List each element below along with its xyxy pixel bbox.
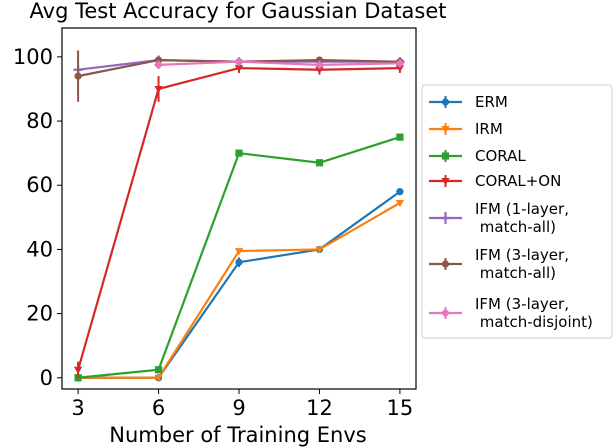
series-line (78, 190, 401, 379)
series-coral-on (73, 63, 405, 378)
y-axis: 0 20 40 60 80 100 (13, 45, 62, 390)
data-point (234, 65, 244, 73)
legend-marker (441, 178, 450, 186)
legend-label: ERM (475, 93, 508, 111)
data-point (154, 86, 163, 94)
y-tick-label: 100 (13, 45, 53, 69)
data-point (315, 246, 324, 254)
legend-label: CORAL+ON (475, 172, 561, 190)
legend-label: IFM (1-layer, match-all) (475, 200, 569, 236)
series-line (77, 67, 400, 371)
legend-item: CORAL (429, 147, 526, 165)
data-point (396, 188, 404, 196)
y-tick-label: 60 (26, 173, 53, 197)
data-point (234, 248, 244, 256)
legend-label: IFM (3-layer, match-all) (475, 246, 569, 282)
legend-label: CORAL (475, 147, 526, 165)
data-point (235, 258, 243, 266)
data-point (235, 149, 243, 157)
data-point (315, 56, 324, 64)
x-tick-label: 3 (71, 396, 84, 420)
y-tick-label: 40 (26, 237, 53, 261)
legend-item: IFM (3-layer, match-all) (429, 246, 569, 282)
y-tick-label: 0 (40, 366, 53, 390)
x-tick-label: 9 (232, 396, 245, 420)
data-point (154, 366, 163, 374)
series-line (158, 60, 400, 67)
series-line (78, 201, 401, 379)
series-erm (74, 188, 404, 382)
data-point (315, 159, 324, 167)
series-irm (73, 199, 405, 382)
x-axis-label: Number of Training Envs (109, 423, 366, 447)
data-point (154, 56, 163, 64)
legend-marker (440, 308, 451, 318)
chart-title: Avg Test Accuracy for Gaussian Dataset (30, 0, 447, 23)
series-ifm-3-layer (153, 57, 405, 70)
data-point (395, 65, 405, 73)
legend-marker (441, 152, 450, 160)
legend-marker (440, 213, 451, 223)
plot-area (73, 50, 405, 382)
legend-marker (441, 98, 450, 106)
legend-marker (441, 260, 450, 268)
data-point (234, 57, 244, 67)
legend-label: IFM (3-layer, match-disjoint) (475, 295, 593, 331)
legend: ERM IRM CORAL CORAL+ON IFM (1-layer, match-a… (421, 84, 613, 339)
y-tick-label: 80 (26, 109, 53, 133)
x-tick-label: 6 (152, 396, 165, 420)
legend-item: ERM (429, 93, 508, 111)
data-point (73, 366, 83, 374)
data-point (153, 60, 164, 70)
legend-box (421, 84, 613, 339)
legend-label: IRM (475, 120, 503, 138)
data-point (74, 72, 82, 80)
x-tick-label: 15 (387, 396, 414, 420)
data-point (154, 374, 163, 382)
legend-item: IFM (1-layer, match-all) (429, 200, 569, 236)
x-tick-label: 12 (306, 396, 333, 420)
series-coral (74, 133, 404, 382)
plot-frame (61, 27, 417, 390)
legend-item: IFM (3-layer, match-disjoint) (429, 295, 593, 331)
legend-marker (441, 126, 450, 134)
data-point (396, 133, 404, 141)
data-point (395, 199, 405, 208)
legend-item: CORAL+ON (429, 172, 561, 190)
x-axis: 3 6 9 12 15 (71, 389, 413, 420)
data-point (314, 60, 325, 70)
data-point (315, 66, 324, 74)
legend-item: IRM (429, 120, 503, 138)
data-point (395, 58, 405, 68)
y-tick-label: 20 (26, 302, 53, 326)
